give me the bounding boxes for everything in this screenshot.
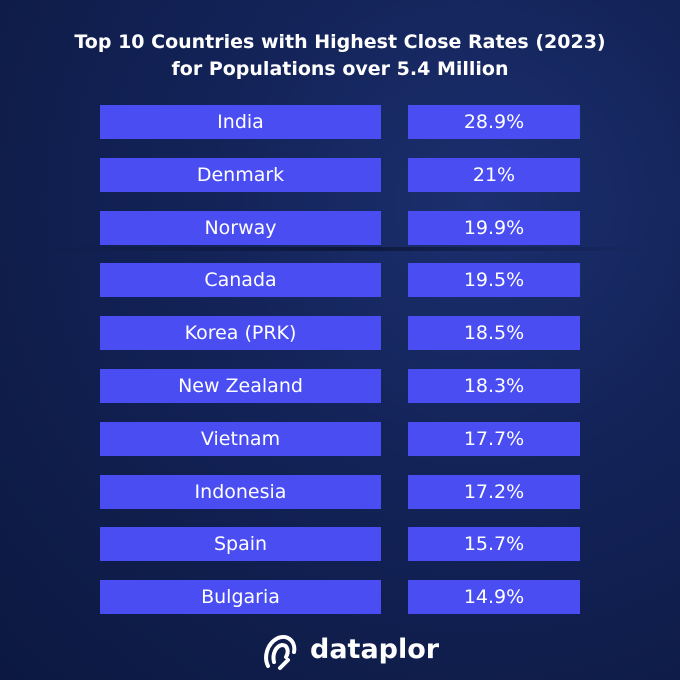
- rate-cell: 17.7%: [408, 421, 580, 456]
- country-cell: Spain: [100, 527, 381, 562]
- rate-cell: 19.9%: [408, 210, 580, 245]
- country-cell: Korea (PRK): [100, 316, 381, 351]
- rate-cell: 14.9%: [408, 580, 580, 615]
- divider-shadow: [40, 247, 650, 251]
- country-cell: Denmark: [100, 157, 381, 192]
- rate-cell: 19.5%: [408, 263, 580, 298]
- rate-cell: 18.3%: [408, 369, 580, 403]
- logo-icon: [264, 635, 297, 670]
- country-cell: Vietnam: [100, 421, 381, 456]
- country-cell: Indonesia: [100, 474, 381, 509]
- country-cell: New Zealand: [100, 369, 381, 403]
- rate-cell: 17.2%: [408, 474, 580, 509]
- rate-cell: 15.7%: [408, 527, 580, 562]
- title-line: for Populations over 5.4 Million: [171, 58, 509, 80]
- rate-cell: 18.5%: [408, 316, 580, 351]
- country-cell: Norway: [100, 210, 381, 245]
- country-cell: Canada: [100, 263, 381, 298]
- brand: dataplor: [310, 634, 440, 665]
- country-cell: Bulgaria: [100, 580, 381, 615]
- country-cell: India: [100, 105, 381, 139]
- title-line: Top 10 Countries with Highest Close Rate…: [74, 31, 606, 53]
- rate-cell: 21%: [408, 157, 580, 192]
- rate-cell: 28.9%: [408, 105, 580, 139]
